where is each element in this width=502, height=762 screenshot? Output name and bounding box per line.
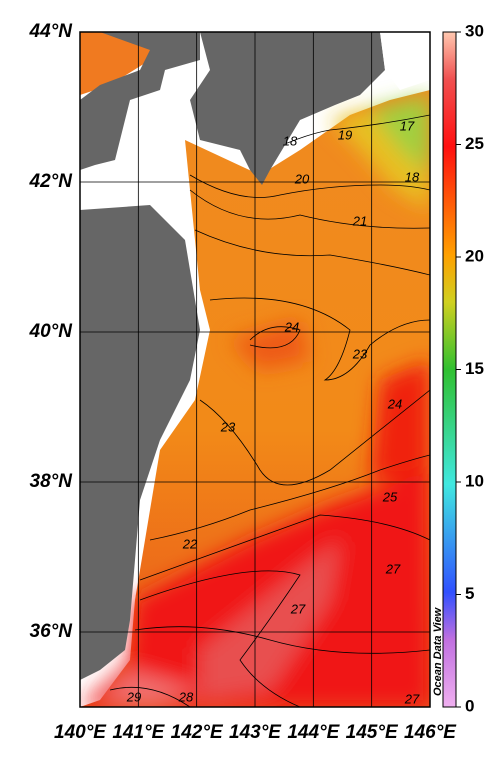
contour-label: 24 [387,396,402,411]
land [80,205,200,680]
contour-line [139,570,301,707]
contour-line [199,389,430,486]
watermark: Ocean Data View [432,606,444,696]
contour-label: 27 [385,561,401,576]
contour-line [109,686,191,707]
contour-line [139,514,430,581]
y-tick-label: 36°N [30,621,74,642]
land [190,32,385,185]
contour-line [189,174,430,198]
colorbar-label: 5 [465,584,474,603]
contour-label: 27 [404,691,420,706]
colorbar-label: 30 [465,21,484,40]
x-tick-label: 145°E [346,722,399,743]
contour-line [209,297,430,381]
contour-label: 21 [352,213,367,228]
colorbar-label: 0 [465,696,474,715]
colorbar-label: 10 [465,471,484,490]
no-data [380,32,430,90]
y-tick-label: 42°N [29,171,74,192]
contour-line [189,189,430,229]
contour-label: 23 [352,346,368,361]
contour-line [194,229,430,276]
x-tick-label: 141°E [112,722,165,743]
colorbar-label: 20 [465,246,484,265]
contour-label: 25 [382,489,398,504]
contour-label: 17 [400,118,415,133]
y-tick-label: 44°N [29,21,74,42]
contour-label: 18 [405,169,420,184]
colorbar-label: 15 [465,359,484,378]
colorbar-label: 25 [465,134,484,153]
contour-label: 20 [294,171,310,186]
contour-label: 28 [178,689,194,704]
contour-label: 23 [220,419,236,434]
contour-label: 27 [290,601,306,616]
x-tick-label: 144°E [287,722,340,743]
contour-line [249,326,301,349]
contour-labels: 17 18 19 18 20 21 24 23 24 23 25 22 27 2… [126,118,420,706]
x-tick-label: 146°E [404,722,457,743]
contour-label: 19 [338,127,352,142]
contour-label: 22 [182,536,198,551]
y-tick-label: 40°N [29,321,74,342]
x-tick-label: 140°E [54,722,107,743]
x-tick-label: 143°E [229,722,282,743]
colorbar [442,31,457,708]
y-tick-label: 38°N [30,471,74,492]
contour-label: 29 [126,689,141,704]
x-tick-label: 142°E [171,722,224,743]
sea-field [80,32,160,95]
contour-label: 24 [284,319,299,334]
contour-line [134,626,430,654]
contour-label: 18 [283,133,298,148]
land [80,32,200,170]
